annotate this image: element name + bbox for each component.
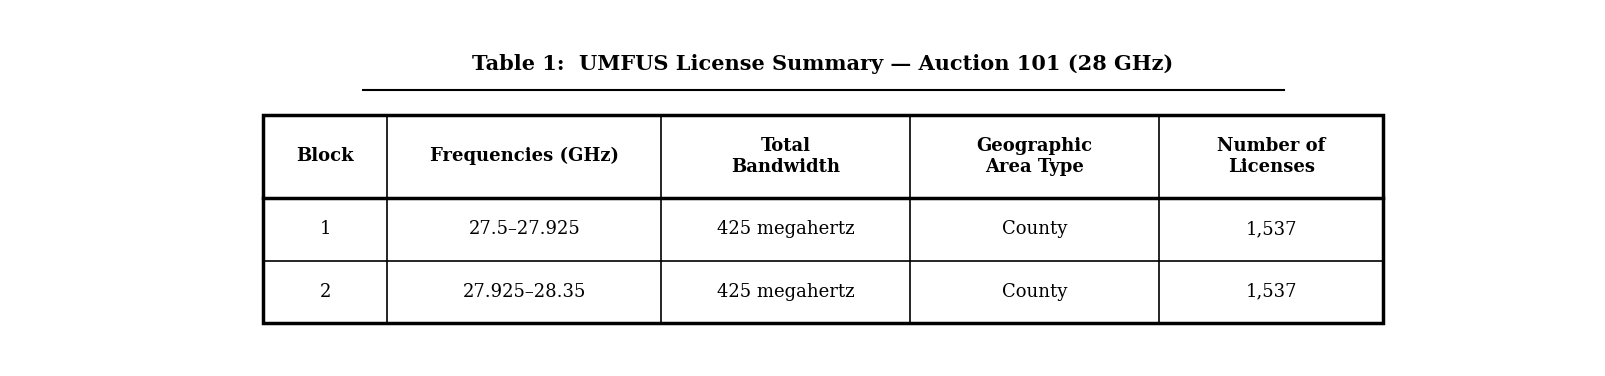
Text: County: County [1002,283,1067,301]
Text: 2: 2 [319,283,331,301]
Text: County: County [1002,220,1067,238]
Text: 1,537: 1,537 [1244,283,1297,301]
Text: Block: Block [297,147,353,165]
Text: Frequencies (GHz): Frequencies (GHz) [430,147,618,165]
Text: 27.5–27.925: 27.5–27.925 [469,220,579,238]
Text: 27.925–28.35: 27.925–28.35 [462,283,586,301]
Text: 425 megahertz: 425 megahertz [716,283,854,301]
Text: 1,537: 1,537 [1244,220,1297,238]
Text: Geographic
Area Type: Geographic Area Type [976,137,1091,176]
Text: Total
Bandwidth: Total Bandwidth [730,137,839,176]
Text: Table 1:  UMFUS License Summary — Auction 101 (28 GHz): Table 1: UMFUS License Summary — Auction… [472,54,1173,74]
Text: 1: 1 [319,220,331,238]
Text: Number of
Licenses: Number of Licenses [1217,137,1324,176]
Text: 425 megahertz: 425 megahertz [716,220,854,238]
